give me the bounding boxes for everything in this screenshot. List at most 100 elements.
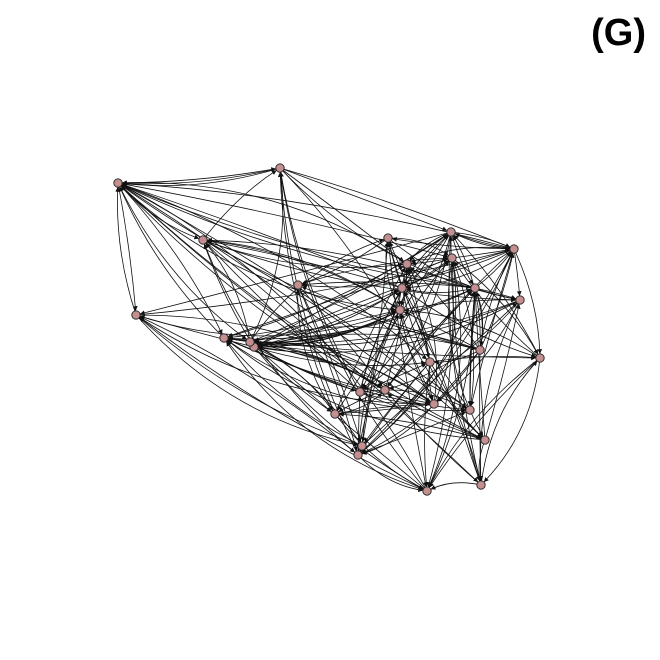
graph-edge	[428, 357, 541, 488]
graph-edge	[226, 341, 363, 447]
graph-edge	[253, 260, 449, 348]
graph-edge	[205, 242, 361, 393]
graph-edge	[297, 284, 358, 452]
graph-edge	[357, 454, 424, 493]
graph-node	[198, 235, 208, 245]
graph-edge	[447, 257, 484, 437]
graph-edge	[279, 167, 511, 248]
graph-node	[446, 227, 456, 237]
graph-edge	[451, 257, 475, 407]
graph-edge	[121, 167, 281, 187]
graph-edge	[227, 257, 453, 338]
graph-node	[330, 409, 340, 419]
graph-edge	[121, 185, 435, 405]
graph-edge	[453, 234, 541, 359]
graph-edge	[469, 248, 515, 407]
graph-edge	[339, 412, 486, 441]
graph-edge	[223, 337, 431, 405]
graph-edge	[202, 239, 483, 438]
graph-edge	[361, 302, 518, 447]
nodes-layer	[113, 163, 545, 496]
graph-edge	[404, 257, 453, 286]
graph-edge	[139, 315, 255, 348]
graph-edge	[121, 183, 403, 289]
graph-edge	[361, 349, 481, 454]
graph-edge	[401, 287, 537, 358]
graph-edge	[301, 237, 389, 285]
graph-edge	[469, 292, 477, 411]
graph-node	[357, 441, 367, 451]
graph-edge	[117, 182, 223, 335]
graph-edge	[135, 314, 359, 447]
graph-edge	[400, 313, 486, 441]
graph-edge	[257, 231, 452, 346]
graph-edge	[122, 181, 515, 250]
graph-edge	[253, 344, 428, 492]
graph-edge	[391, 237, 515, 250]
graph-edge	[249, 309, 397, 343]
graph-edge	[119, 186, 225, 339]
graph-edge	[409, 266, 481, 351]
graph-edge	[202, 170, 277, 241]
graph-edge	[253, 346, 332, 412]
graph-edge	[117, 182, 138, 311]
graph-edge	[117, 182, 247, 340]
graph-edge	[227, 340, 486, 441]
graph-edge	[361, 313, 399, 447]
graph-node	[535, 353, 545, 363]
graph-node	[447, 253, 457, 263]
graph-edge	[475, 291, 484, 351]
graph-edge	[249, 265, 404, 343]
graph-edge	[226, 341, 428, 492]
graph-edge	[135, 314, 355, 453]
graph-edge	[117, 167, 277, 184]
graph-edge	[334, 267, 406, 415]
graph-node	[275, 163, 285, 173]
graph-edge	[430, 482, 482, 490]
graph-edge	[121, 184, 428, 492]
graph-edge	[480, 360, 538, 486]
graph-edge	[207, 237, 476, 289]
graph-edge	[429, 357, 541, 488]
graph-edge	[451, 257, 539, 355]
graph-node	[293, 280, 303, 290]
graph-node	[465, 405, 475, 415]
graph-edge	[362, 231, 452, 390]
graph-edge	[249, 341, 431, 403]
graph-edge	[357, 396, 363, 456]
panel-label: (G)	[591, 12, 646, 54]
graph-edge	[249, 238, 385, 343]
graph-edge	[387, 393, 482, 486]
graph-edge	[249, 171, 284, 343]
graph-edge	[483, 357, 541, 483]
graph-node	[475, 345, 485, 355]
graph-edge	[428, 287, 476, 488]
graph-edge	[359, 291, 401, 393]
graph-node	[353, 450, 363, 460]
graph-edge	[334, 401, 430, 415]
graph-node	[425, 357, 435, 367]
graph-edge	[359, 389, 467, 409]
graph-edge	[279, 171, 361, 393]
graph-edge	[115, 187, 137, 316]
graph-edge	[279, 167, 517, 301]
graph-edge	[357, 235, 449, 456]
graph-edge	[249, 341, 357, 392]
graph-edge	[253, 326, 481, 351]
graph-edge	[117, 182, 427, 360]
graph-edge	[278, 171, 428, 492]
graph-edge	[139, 317, 435, 405]
graph-node	[429, 399, 439, 409]
graph-edge	[223, 234, 448, 339]
graph-edge	[473, 292, 486, 441]
graph-edge	[339, 403, 435, 416]
graph-edge	[389, 241, 482, 486]
graph-edge	[387, 237, 428, 488]
graph-node	[402, 259, 412, 269]
graph-edge	[361, 403, 435, 455]
graph-edge	[448, 236, 482, 486]
graph-edge	[387, 241, 471, 411]
graph-node	[509, 244, 519, 254]
